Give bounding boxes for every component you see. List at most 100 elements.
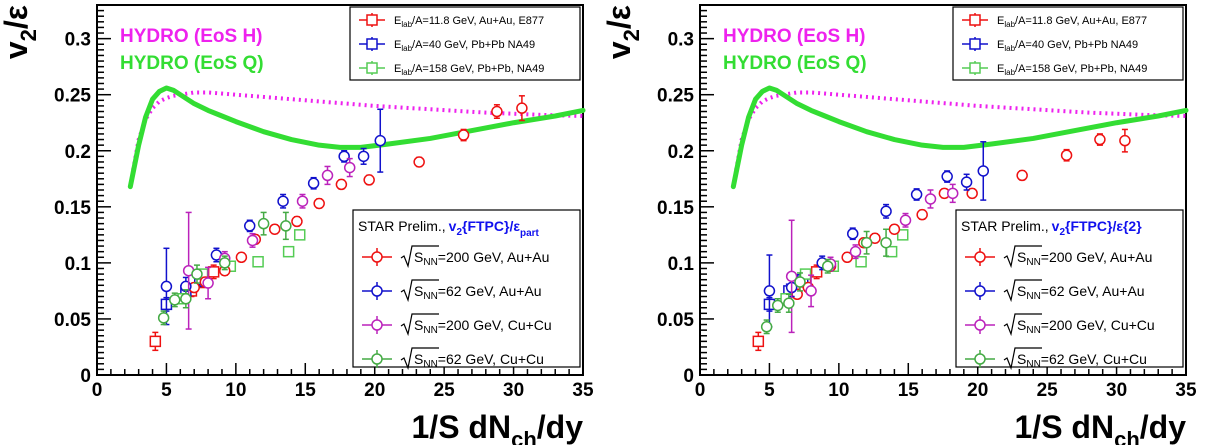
legend-marker-circle [371,319,383,331]
data-point-circle [257,217,270,230]
data-point-square [896,229,909,241]
data-point-square [855,256,867,268]
legend-text: /A=11.8 GeV, Au+Au, E877 [412,15,544,27]
x-tick-label: 15 [898,380,920,401]
star-title-text: STAR Prelim., [358,218,446,234]
data-point-square [207,266,220,278]
star-method-tail: {FTPC}/ε{2} [1065,218,1142,234]
data-point-circle [457,129,470,141]
data-point-circle [849,245,862,258]
y-axis-title-tail: /ε [0,5,34,29]
data-point-circle [1119,134,1131,147]
data-point-circle [243,220,256,232]
legend-text: E [997,63,1004,75]
x-tick-label: 25 [434,380,456,401]
legend-text: E [997,15,1004,27]
legend-subscript: lab [1004,68,1015,77]
star-legend-entry: SNN=62 GeV, Au+Au [414,283,542,302]
data-point-circle [946,187,959,200]
data-point-circle [516,102,528,114]
x-axis-title-sub: ch [1114,427,1140,445]
x-axis-title-main: 1/S dN [1015,409,1115,445]
legend-text: S [1017,317,1026,333]
series-7 [760,228,892,335]
data-point-circle [977,165,990,177]
legend-text: /A=11.8 GeV, Au+Au, E877 [1015,15,1147,27]
data-point-circle [413,156,425,168]
legend-text: S [414,249,423,265]
x-tick-label: 35 [572,380,594,401]
y-axis-title: v2/ε [0,5,41,59]
star-legend-title: STAR Prelim., v2{FTPC}/ε{2} [961,218,1142,238]
legend-text: E [394,39,401,51]
sqrt-symbol [400,279,439,303]
x-tick-label: 5 [161,380,172,401]
data-point-circle [1094,133,1106,146]
data-point-circle [291,215,303,228]
data-point-circle [321,169,334,182]
legend-text: =62 GeV, Cu+Cu [438,351,544,367]
legend-text: /A=40 GeV, Pb+Pb NA49 [412,39,535,51]
x-tick-label: 0 [92,380,103,401]
data-point-square [252,256,264,268]
hydro-eos-q-label: HYDRO (EoS Q) [723,53,867,74]
series-5 [763,141,990,328]
x-tick-label: 0 [695,380,706,401]
y-axis-title-main: v [601,41,637,59]
data-point-circle [910,188,923,201]
legend-subscript: NN [423,325,437,336]
legend-text: S [1017,351,1026,367]
y-axis-title: v2/ε [601,5,644,59]
sqrt-symbol [1003,347,1042,371]
data-point-circle [235,251,248,264]
star-legend-title: STAR Prelim., v2{FTPC}/εpart [358,218,540,239]
legend-text: /A=40 GeV, Pb+Pb NA49 [1015,39,1138,51]
data-point-circle [335,178,348,191]
y-tick-label: 0.05 [54,310,91,331]
legend-marker-circle [371,285,383,297]
data-point-square [885,245,898,258]
x-tick-label: 20 [364,380,385,401]
y-axis-title-sub: 2 [619,29,644,41]
star-method-sub: 2 [1059,227,1065,238]
data-point-circle [760,321,773,333]
legend-text: =200 GeV, Au+Au [438,249,550,265]
x-axis-title: 1/S dNch/dy [412,409,584,445]
reference-legend-entry: Elab/A=11.8 GeV, Au+Au, E877 [394,15,544,29]
star-legend-entry: SNN=200 GeV, Au+Au [1017,249,1152,268]
legend-marker-circle [974,251,986,263]
y-tick-label: 0.25 [657,86,694,107]
x-tick-label: 35 [1175,380,1197,401]
data-point-circle [218,257,231,269]
x-tick-label: 5 [764,380,775,401]
data-point-circle [363,174,375,186]
hydro-eos-h-curve [734,90,1187,171]
data-point-circle [888,223,901,235]
data-point-circle [916,208,928,221]
legend-text: S [414,283,423,299]
data-point-square [810,266,823,278]
data-point-circle [1060,149,1073,161]
x-tick-label: 15 [295,380,317,401]
data-point-square [282,245,295,258]
data-point-circle [763,285,776,297]
legend-text: =62 GeV, Au+Au [1041,283,1145,299]
legend-marker-square [366,62,378,74]
legend-marker-circle [371,251,383,263]
data-point-circle [785,270,798,283]
sqrt-symbol [1003,313,1042,337]
legend-subscript: NN [1026,257,1040,268]
legend-text: S [414,351,423,367]
legend-subscript: NN [423,359,437,370]
legend-text: /A=158 GeV, Pb+Pb, NA49 [1015,63,1147,75]
reference-legend-entry: Elab/A=40 GeV, Pb+Pb NA49 [997,39,1138,53]
legend-subscript: lab [1004,44,1015,53]
x-axis-title-tail: /dy [1140,409,1186,445]
data-point-circle [805,285,817,297]
data-point-circle [846,227,859,240]
y-tick-label: 0.25 [54,86,91,107]
data-point-circle [966,187,978,200]
reference-legend-entry: Elab/A=11.8 GeV, Au+Au, E877 [997,15,1147,29]
legend-text: S [414,317,423,333]
